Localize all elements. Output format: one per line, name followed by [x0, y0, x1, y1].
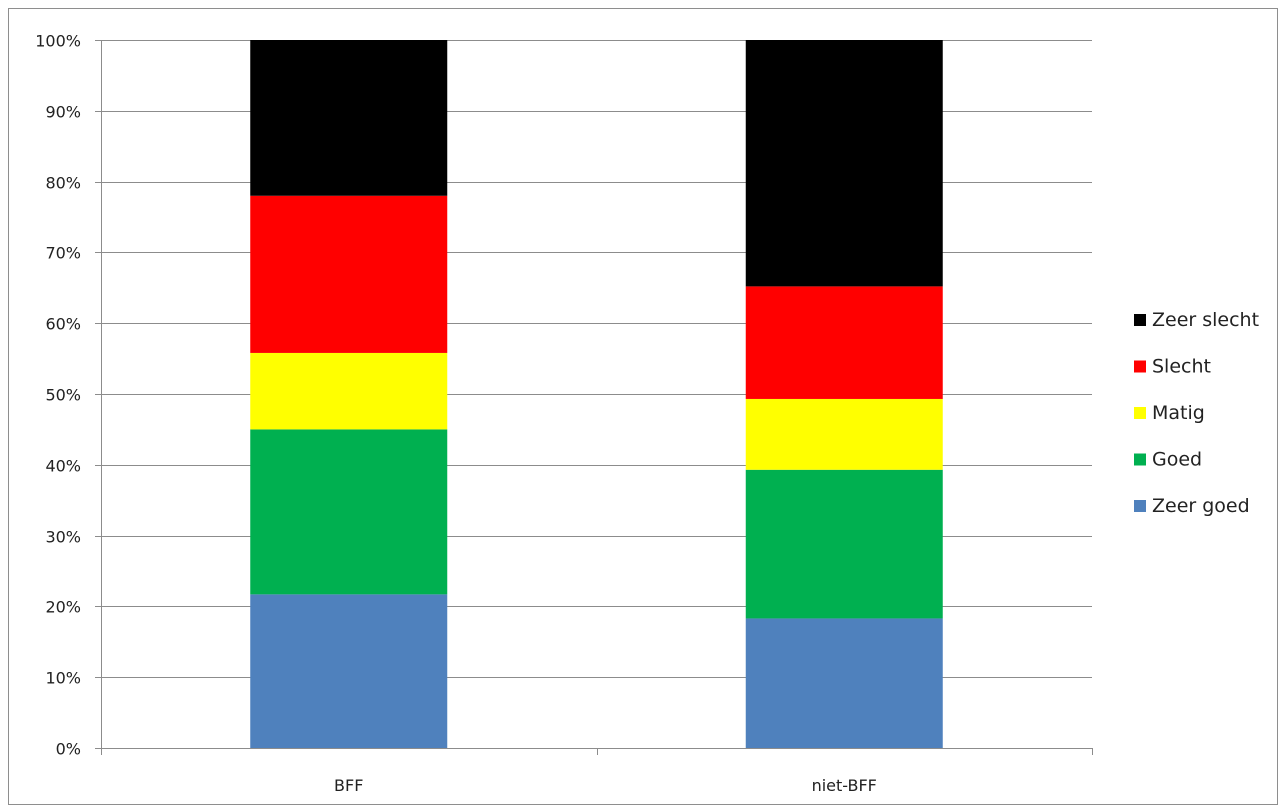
chart-area: 0% 10% 20% 30% 40% 50% 60% 70% 80% 90% 100% BFF nie…: [8, 8, 1278, 805]
axes: [95, 40, 1093, 755]
y-tick-label: 20%: [45, 598, 81, 617]
legend-label-goed: Goed: [1152, 449, 1202, 471]
legend-swatch-slecht: [1134, 360, 1146, 373]
legend-label-slecht: Slecht: [1152, 356, 1211, 378]
stacked-bar-chart: 0% 10% 20% 30% 40% 50% 60% 70% 80% 90% 100% BFF nie…: [35, 32, 1259, 796]
bar-niet-bff-slecht: [745, 286, 943, 399]
legend-label-zeer-goed: Zeer goed: [1152, 495, 1250, 517]
gridlines: [101, 40, 1092, 678]
y-tick-label: 0%: [56, 740, 81, 759]
bar-bff-zeer-slecht: [250, 40, 448, 196]
y-tick-label: 10%: [45, 669, 81, 688]
legend-swatch-zeer-goed: [1134, 500, 1146, 512]
x-tick-label: BFF: [334, 776, 363, 795]
bar-niet-bff-matig: [745, 398, 943, 470]
legend-label-matig: Matig: [1152, 402, 1205, 424]
y-tick-label: 70%: [45, 244, 81, 263]
bar-bff-slecht: [250, 195, 448, 353]
bar-bff-goed: [250, 429, 448, 595]
y-tick-label: 30%: [45, 528, 81, 547]
y-tick-label: 50%: [45, 386, 81, 405]
y-tick-label: 40%: [45, 457, 81, 476]
bars: [250, 40, 943, 748]
legend: Zeer slecht Slecht Matig Goed Zeer goed: [1134, 309, 1259, 517]
legend-swatch-zeer-slecht: [1134, 314, 1146, 326]
y-tick-label: 90%: [45, 103, 81, 122]
legend-label-zeer-slecht: Zeer slecht: [1152, 309, 1259, 331]
bar-niet-bff-zeer-goed: [745, 618, 943, 748]
bar-niet-bff-zeer-slecht: [745, 40, 943, 287]
y-tick-label: 60%: [45, 315, 81, 334]
legend-swatch-goed: [1134, 453, 1146, 466]
x-tick-label: niet-BFF: [812, 776, 877, 795]
y-tick-labels: 0% 10% 20% 30% 40% 50% 60% 70% 80% 90% 100%: [35, 32, 81, 759]
bar-niet-bff-goed: [745, 469, 943, 619]
bar-bff-zeer-goed: [250, 594, 448, 748]
x-tick-labels: BFF niet-BFF: [334, 776, 877, 795]
legend-swatch-matig: [1134, 407, 1146, 419]
bar-bff-matig: [250, 352, 448, 430]
y-tick-label: 80%: [45, 174, 81, 193]
y-tick-label: 100%: [35, 32, 81, 51]
